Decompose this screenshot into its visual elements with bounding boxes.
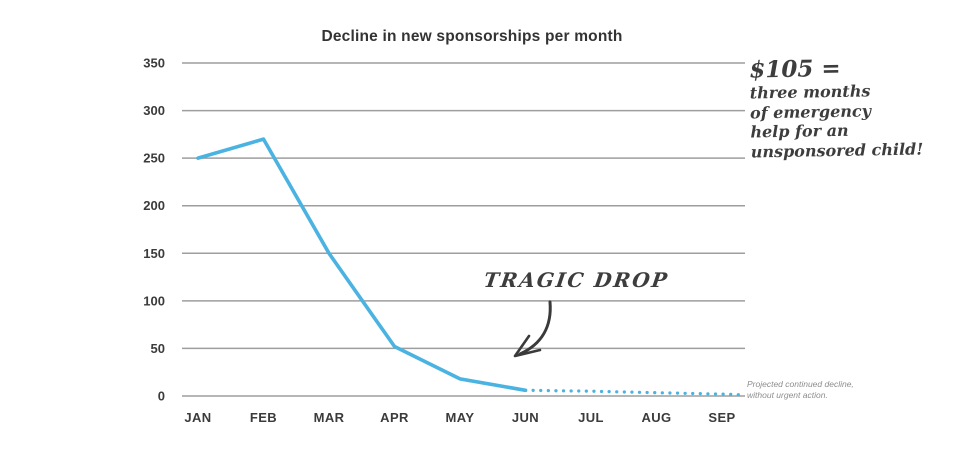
y-axis-tick-label: 0 — [158, 389, 165, 404]
projected-decline-caption-line: without urgent action. — [747, 389, 828, 400]
projected-decline-caption-line: Projected continued decline, — [747, 379, 854, 389]
chart-layer: 350 300 250 200 150 100 50 0 JAN FEB MAR APR MAY JUN J… — [143, 56, 747, 425]
y-axis-tick-label: 200 — [143, 198, 165, 213]
x-axis-month-label: JUL — [578, 410, 604, 425]
donation-note: $105 = three months of emergency help fo… — [749, 55, 923, 162]
tragic-drop-arrow — [513, 300, 552, 358]
x-axis-month-label: APR — [380, 410, 409, 425]
projected-decline-line — [523, 388, 747, 397]
projected-decline-caption: Projected continued decline, without urg… — [747, 379, 854, 400]
y-axis-tick-label: 150 — [143, 246, 165, 261]
x-axis-month-label: MAR — [314, 410, 345, 425]
x-axis-month-label: JAN — [184, 410, 211, 425]
x-axis-month-label: SEP — [708, 410, 735, 425]
chart-title: Decline in new sponsorships per month — [321, 28, 623, 45]
y-axis-tick-label: 250 — [143, 151, 165, 166]
x-axis-month-label: AUG — [641, 410, 671, 425]
tragic-drop-annotation: TRAGIC DROP — [482, 268, 671, 292]
x-axis-month-label: JUN — [512, 410, 539, 425]
x-axis-month-label: MAY — [446, 410, 475, 425]
y-axis-tick-label: 350 — [143, 56, 165, 71]
x-axis-month-label: FEB — [250, 410, 277, 425]
donation-note-headline: $105 = — [749, 54, 841, 84]
y-axis-tick-label: 300 — [143, 103, 165, 118]
y-axis-tick-label: 100 — [143, 293, 165, 308]
sponsorships-line — [196, 137, 528, 393]
donation-note-line: unsponsored child! — [750, 138, 924, 161]
y-axis-tick-label: 50 — [151, 341, 165, 356]
